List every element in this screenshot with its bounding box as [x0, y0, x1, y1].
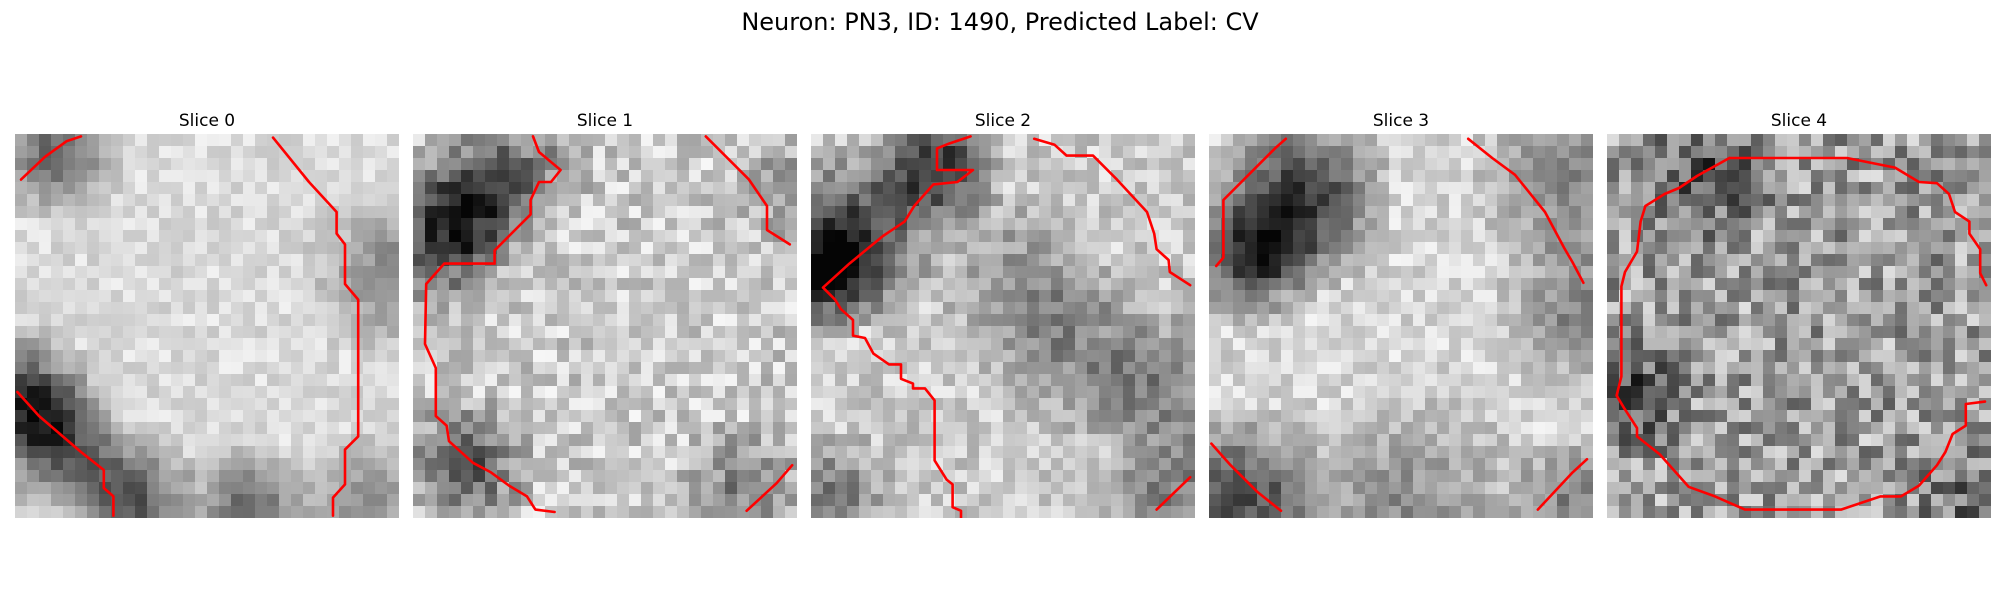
- grayscale-pixels: [1209, 134, 1593, 518]
- segmentation-contours: [821, 135, 1192, 518]
- contour-line-1: [1466, 137, 1585, 285]
- contour-line-0: [1214, 137, 1288, 268]
- grayscale-pixels: [811, 134, 1195, 518]
- contour-line-2: [1210, 442, 1283, 513]
- slice-panel-3: Slice 3: [1209, 110, 1593, 520]
- segmentation-contours: [1615, 156, 1988, 511]
- segmentation-contours: [1210, 137, 1589, 513]
- slice-title-2: Slice 2: [974, 111, 1032, 131]
- contour-line-0: [821, 135, 975, 518]
- contour-line-3: [1536, 457, 1589, 511]
- slice-image-1: [413, 134, 797, 518]
- slice-image-3: [1209, 134, 1593, 518]
- slice-title-3: Slice 3: [1372, 111, 1430, 131]
- slice-panel-1: Slice 1: [413, 110, 797, 520]
- contour-line-2: [745, 463, 794, 513]
- slice-title-1: Slice 1: [576, 111, 634, 131]
- figure-title: Neuron: PN3, ID: 1490, Predicted Label: …: [741, 8, 1259, 36]
- contour-line-1: [1615, 156, 1987, 511]
- segmentation-contours: [423, 135, 794, 514]
- slice-title-0: Slice 0: [178, 111, 236, 131]
- slice-image-4: [1607, 134, 1991, 518]
- contour-line-1: [704, 135, 792, 246]
- grayscale-pixels: [15, 134, 399, 518]
- slice-panel-2: Slice 2: [811, 110, 1195, 520]
- contour-line-0: [19, 135, 83, 181]
- contour-line-2: [16, 390, 115, 517]
- slice-panel-0: Slice 0: [15, 110, 399, 520]
- slice-image-2: [811, 134, 1195, 518]
- contour-line-1: [271, 136, 360, 517]
- slice-image-0: [15, 134, 399, 518]
- slice-panel-4: Slice 4: [1607, 110, 1991, 520]
- contour-line-0: [423, 135, 562, 514]
- contour-line-2: [1155, 475, 1192, 511]
- segmentation-contours: [16, 135, 360, 517]
- contour-line-1: [1032, 137, 1192, 287]
- slice-title-4: Slice 4: [1770, 111, 1828, 131]
- contour-line-0: [1728, 156, 1988, 287]
- grayscale-pixels: [1607, 134, 1991, 518]
